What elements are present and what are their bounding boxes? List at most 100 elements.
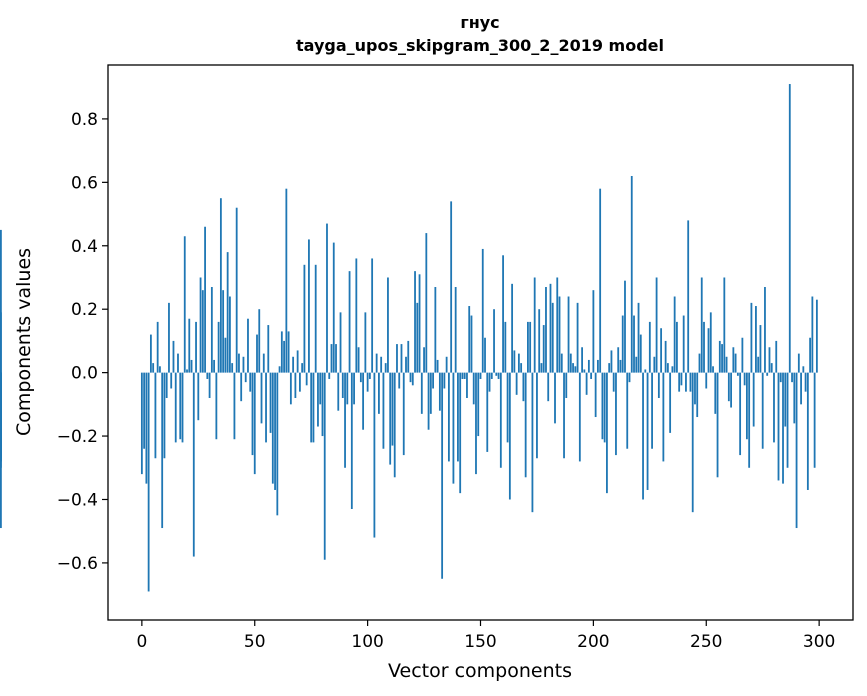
bar [283, 340, 285, 373]
bar [547, 372, 550, 402]
bar [596, 359, 599, 373]
bar [797, 353, 800, 373]
bar [163, 372, 166, 459]
bar [736, 372, 739, 376]
bar [371, 258, 374, 373]
bar [707, 328, 710, 373]
bar [140, 372, 143, 475]
bar [777, 372, 780, 481]
bar [700, 277, 703, 373]
bar [669, 372, 672, 433]
bar [287, 331, 290, 373]
bar [168, 302, 170, 373]
bar [454, 287, 457, 373]
bar [330, 344, 333, 373]
bar [540, 363, 543, 373]
y-tick-label: −0.2 [57, 427, 98, 447]
bar [493, 309, 495, 373]
bar [192, 372, 195, 557]
y-axis-label: Components values [13, 248, 35, 436]
bar [497, 372, 500, 379]
chart-subtitle: tayga_upos_skipgram_300_2_2019 model [296, 36, 664, 55]
x-axis-ticks: 0 50 100 150 200 250 300 [136, 620, 835, 652]
bar [682, 315, 685, 373]
bar [156, 321, 159, 373]
bar [298, 372, 301, 392]
chart-title: гнус [460, 13, 499, 32]
bar [657, 372, 660, 398]
bar [617, 347, 620, 373]
bar [648, 321, 651, 373]
bar [551, 302, 554, 373]
bar [806, 372, 809, 490]
bar [578, 372, 581, 462]
bar [549, 283, 552, 373]
bar [567, 296, 570, 373]
bar [159, 366, 161, 373]
bar [339, 312, 342, 373]
bar [678, 372, 681, 392]
bar [813, 372, 816, 468]
y-tick-label: 0.0 [71, 364, 98, 384]
bar [418, 274, 421, 373]
bar [447, 372, 450, 462]
bar [452, 372, 455, 484]
bar [644, 369, 647, 373]
bar [256, 334, 258, 373]
bar [174, 372, 177, 443]
bar [420, 372, 423, 414]
bar [723, 277, 726, 373]
bar [321, 372, 324, 437]
bar [621, 315, 624, 373]
bar [0, 312, 2, 373]
bar [303, 264, 306, 373]
x-tick-label: 100 [351, 632, 383, 652]
bar [457, 372, 459, 462]
bar [443, 372, 446, 389]
bar [472, 372, 475, 405]
bar [323, 372, 326, 560]
bar [522, 372, 525, 402]
y-tick-label: 0.6 [71, 173, 98, 193]
bar [786, 372, 789, 468]
bar [398, 372, 401, 389]
y-axis-ticks: −0.6 −0.4 −0.2 0.0 0.2 0.4 0.6 0.8 [57, 110, 108, 574]
bar [513, 350, 516, 373]
bar [296, 350, 299, 373]
bar [353, 372, 355, 405]
bar [461, 372, 464, 379]
bar [450, 201, 453, 373]
bar [181, 372, 184, 443]
bar [504, 321, 507, 373]
bar [262, 353, 265, 373]
bar [755, 306, 757, 373]
x-tick-label: 250 [690, 632, 722, 652]
bar [387, 277, 389, 373]
bar [531, 372, 534, 513]
bar [350, 372, 353, 509]
bar [177, 353, 179, 373]
bar [226, 252, 229, 373]
bar [265, 372, 267, 443]
bar [606, 372, 608, 494]
bar [660, 328, 663, 373]
bar [240, 372, 243, 402]
bar [608, 363, 611, 373]
bar [199, 277, 202, 373]
bar [791, 372, 793, 383]
bar [689, 372, 692, 392]
bar [766, 372, 769, 376]
bar [391, 372, 394, 446]
bar [423, 347, 425, 373]
bar [563, 372, 565, 459]
bar [375, 353, 378, 373]
bar [743, 372, 746, 386]
bar [355, 258, 358, 373]
bar [594, 372, 597, 418]
bar [585, 372, 588, 395]
bar [195, 321, 197, 373]
bar [565, 372, 568, 398]
bar [741, 337, 744, 373]
bar [276, 372, 279, 516]
